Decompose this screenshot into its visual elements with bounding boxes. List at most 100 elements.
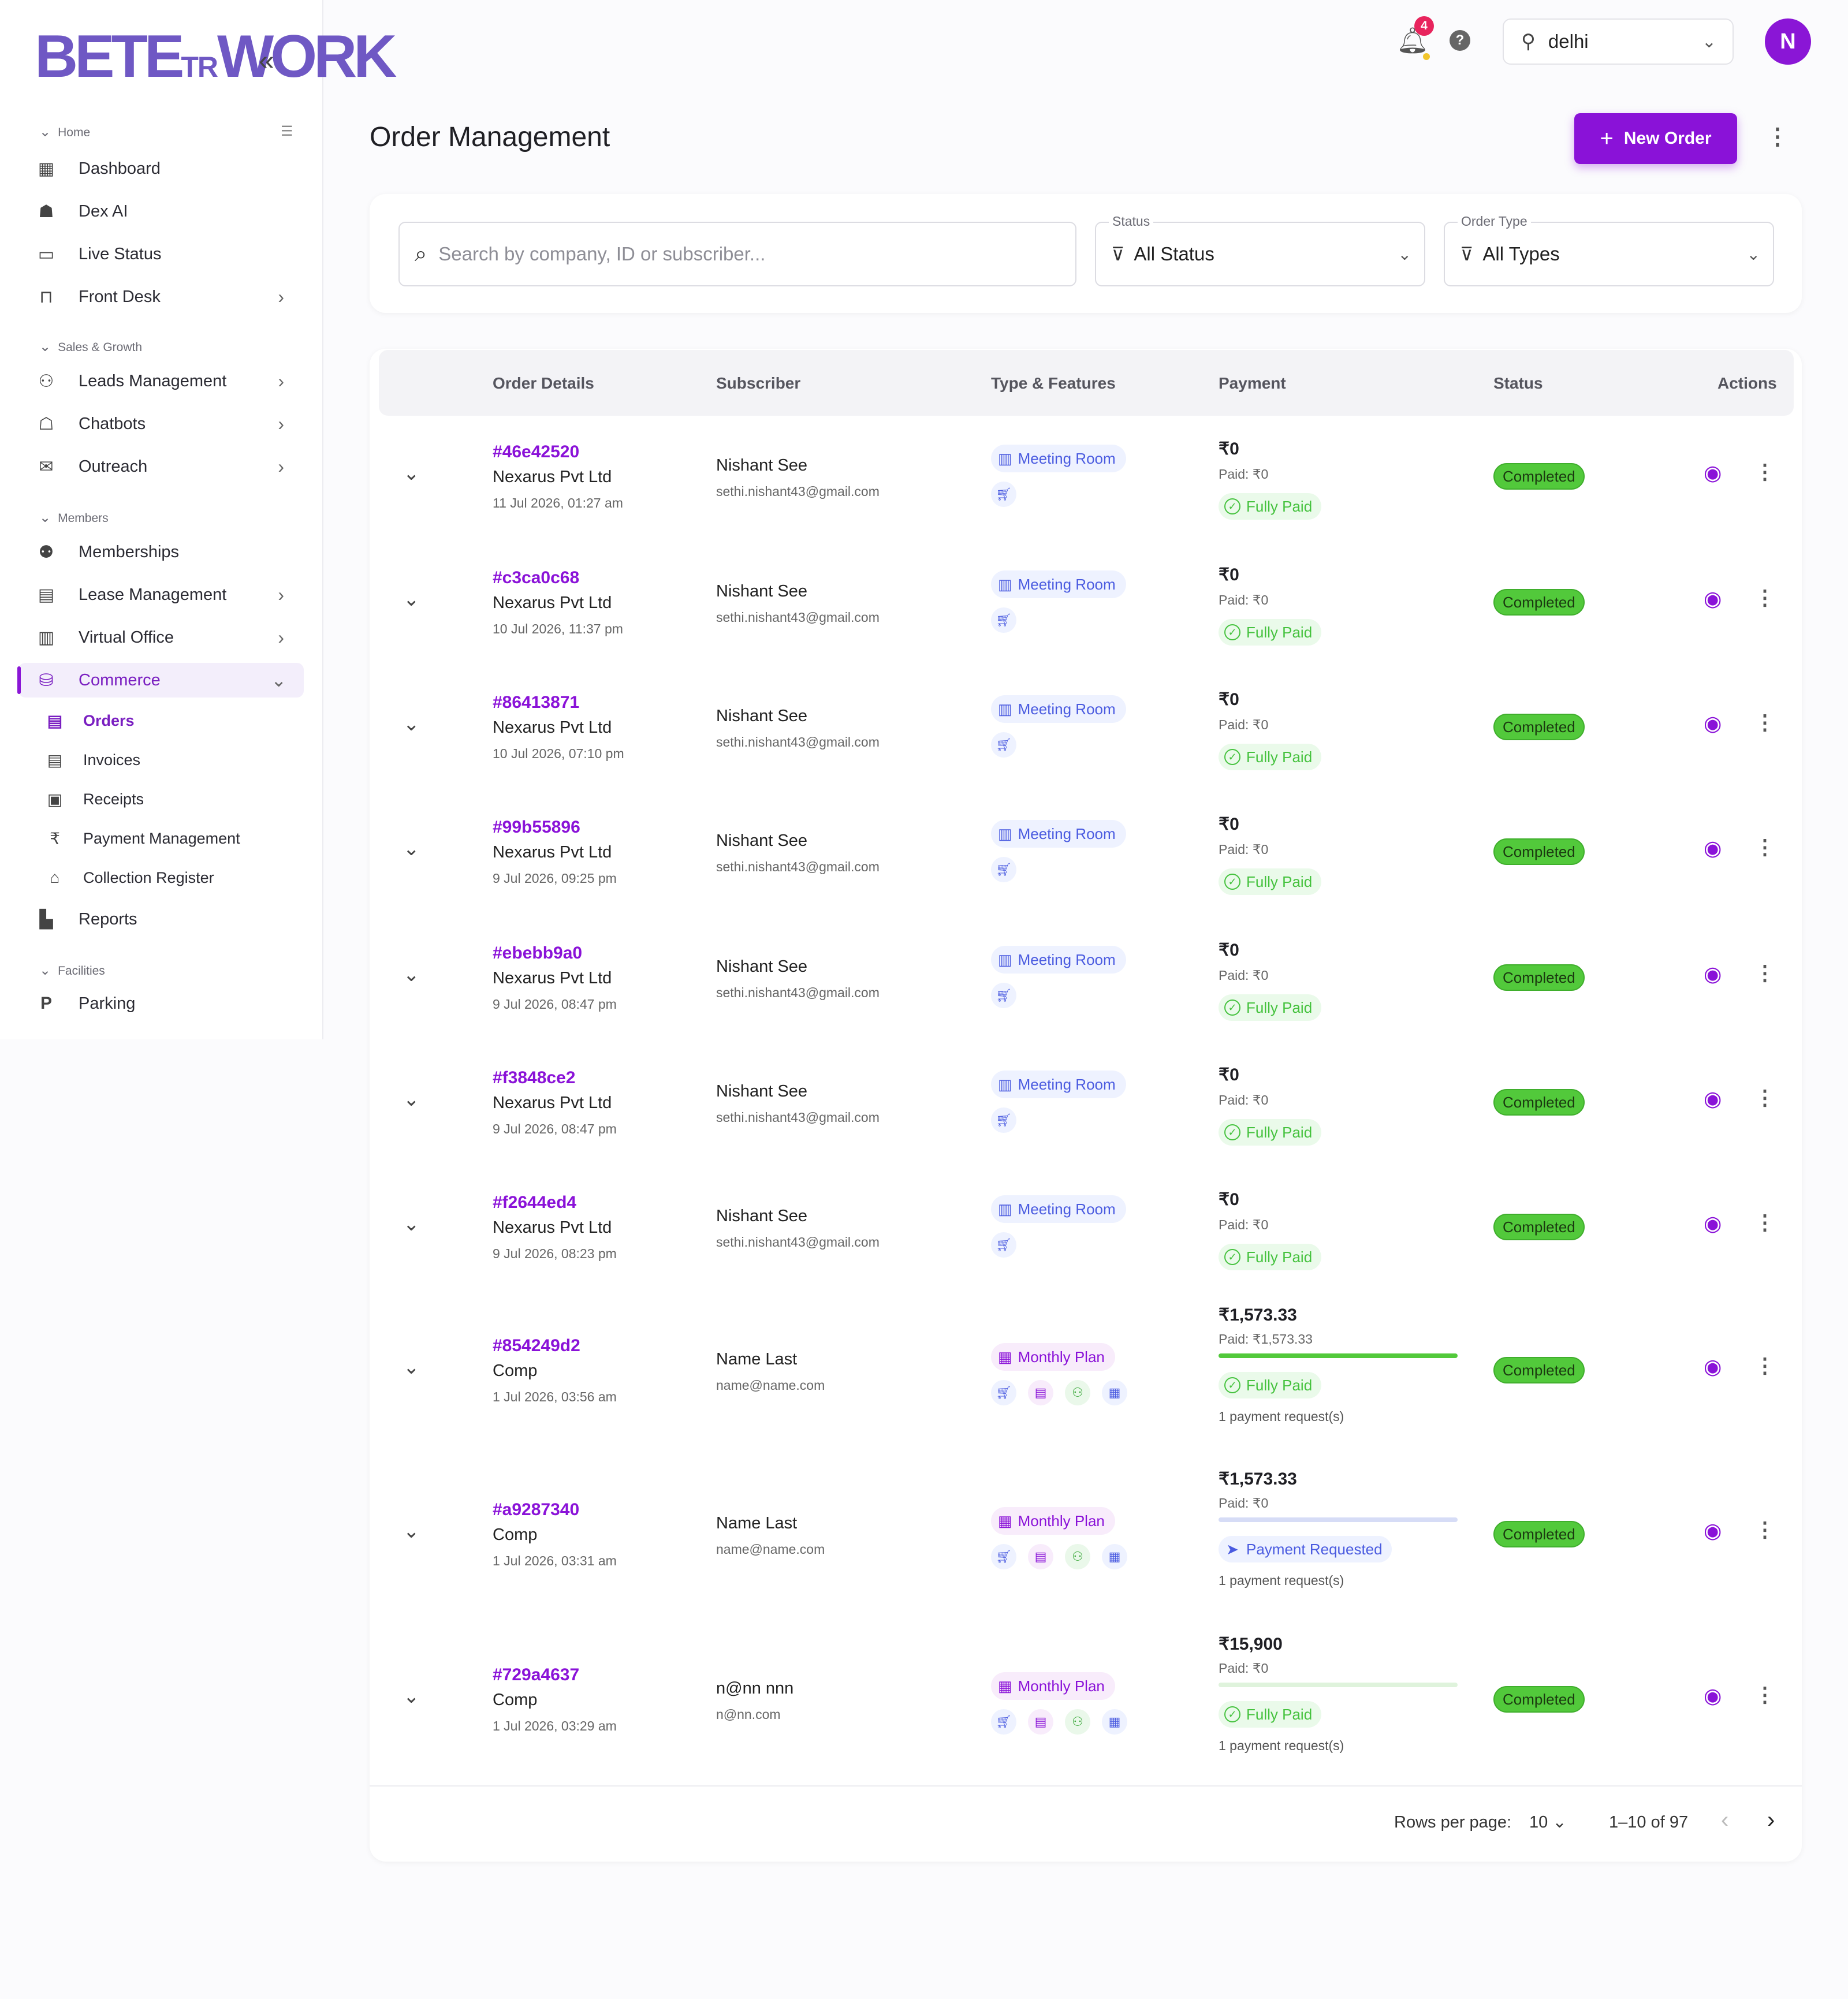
row-more-icon[interactable]: ⋮ [1754, 1353, 1775, 1377]
status-badge: Completed [1493, 714, 1585, 740]
expand-row-icon[interactable]: ⌄ [403, 588, 420, 610]
subscriber-email: name@name.com [716, 1378, 825, 1393]
order-id-link[interactable]: #854249d2 [493, 1336, 580, 1355]
user-avatar[interactable]: N [1765, 18, 1811, 65]
row-more-icon[interactable]: ⋮ [1754, 835, 1775, 859]
view-eye-icon[interactable]: ◉ [1704, 587, 1722, 610]
search-icon: ⌕ [415, 241, 427, 266]
cart-icon: 🛒︎ [991, 857, 1016, 882]
sidebar-item-lease[interactable]: ▤ Lease Management › [35, 577, 301, 612]
column-order-details[interactable]: Order Details [493, 374, 594, 392]
sidebar-subitem-collection-register[interactable]: ⌂ Collection Register [45, 861, 299, 894]
expand-row-icon[interactable]: ⌄ [403, 1356, 420, 1378]
sidebar-item-outreach[interactable]: ✉ Outreach › [35, 449, 301, 484]
view-eye-icon[interactable]: ◉ [1704, 1355, 1722, 1378]
paid-amount: Paid: ₹0 [1219, 1217, 1269, 1232]
column-payment[interactable]: Payment [1219, 374, 1286, 392]
order-type-filter-select[interactable]: Order Type ⊽ All Types ⌄ [1444, 214, 1774, 286]
sidebar-item-dex-ai[interactable]: ☗ Dex AI [35, 194, 301, 229]
view-eye-icon[interactable]: ◉ [1704, 711, 1722, 735]
expand-row-icon[interactable]: ⌄ [403, 838, 420, 860]
expand-row-icon[interactable]: ⌄ [403, 964, 420, 986]
order-date: 1 Jul 2026, 03:56 am [493, 1389, 617, 1404]
sidebar-item-memberships[interactable]: ⚉ Memberships [35, 535, 301, 569]
section-members[interactable]: Members [39, 509, 109, 526]
sidebar-item-reports[interactable]: ▙ Reports [35, 902, 301, 937]
order-id-link[interactable]: #46e42520 [493, 442, 580, 461]
section-sales-growth[interactable]: Sales & Growth [39, 338, 142, 355]
calendar-icon: ▦ [998, 1677, 1012, 1695]
sidebar-item-parking[interactable]: P Parking [35, 986, 301, 1021]
previous-page-button[interactable]: ‹ [1721, 1807, 1729, 1833]
status-filter-select[interactable]: Status ⊽ All Status ⌄ [1095, 214, 1425, 286]
sidebar-item-front-desk[interactable]: ⊓ Front Desk › [35, 279, 301, 314]
sidebar-item-live-status[interactable]: ▭ Live Status [35, 237, 301, 271]
order-company: Comp [493, 1362, 538, 1380]
paid-amount: Paid: ₹0 [1219, 1092, 1269, 1107]
brand-logo[interactable]: BETETRWORK [35, 23, 397, 90]
section-home[interactable]: Home [39, 124, 90, 140]
row-more-icon[interactable]: ⋮ [1754, 1683, 1775, 1706]
payment-progress-bar [1219, 1353, 1458, 1358]
order-id-link[interactable]: #86413871 [493, 693, 580, 712]
sidebar-item-chatbots[interactable]: ☖ Chatbots › [35, 406, 301, 441]
sidebar-item-commerce[interactable]: ⛁ Commerce ⌄ [17, 663, 304, 698]
cart-icon: 🛒︎ [991, 1380, 1016, 1405]
expand-row-icon[interactable]: ⌄ [403, 1213, 420, 1235]
order-id-link[interactable]: #f2644ed4 [493, 1193, 577, 1212]
sidebar-subitem-orders[interactable]: ▤ Orders [45, 704, 299, 737]
receipt-icon: ▣ [47, 790, 63, 808]
view-eye-icon[interactable]: ◉ [1704, 962, 1722, 986]
document-icon: ▤ [1028, 1380, 1053, 1405]
order-id-link[interactable]: #729a4637 [493, 1665, 580, 1684]
view-eye-icon[interactable]: ◉ [1704, 1684, 1722, 1707]
view-eye-icon[interactable]: ◉ [1704, 1519, 1722, 1542]
section-facilities[interactable]: Facilities [39, 962, 105, 979]
view-eye-icon[interactable]: ◉ [1704, 1087, 1722, 1110]
row-more-icon[interactable]: ⋮ [1754, 710, 1775, 734]
collapse-sidebar-icon[interactable]: « [259, 46, 274, 76]
expand-row-icon[interactable]: ⌄ [403, 1088, 420, 1110]
order-id-link[interactable]: #ebebb9a0 [493, 943, 583, 963]
view-eye-icon[interactable]: ◉ [1704, 461, 1722, 484]
order-id-link[interactable]: #f3848ce2 [493, 1068, 576, 1087]
sliders-icon[interactable]: ☰ [281, 124, 293, 139]
help-icon[interactable]: ? [1450, 30, 1470, 51]
cart-icon: 🛒︎ [991, 1232, 1016, 1258]
row-more-icon[interactable]: ⋮ [1754, 961, 1775, 984]
more-options-icon[interactable]: ⋮ [1766, 124, 1789, 150]
expand-row-icon[interactable]: ⌄ [403, 463, 420, 484]
view-eye-icon[interactable]: ◉ [1704, 1211, 1722, 1235]
people-icon: ⚇ [1065, 1544, 1090, 1569]
sidebar-item-virtual-office[interactable]: ▥ Virtual Office › [35, 620, 301, 655]
expand-row-icon[interactable]: ⌄ [403, 713, 420, 735]
rows-per-page-select[interactable]: 10 ⌄ [1529, 1813, 1567, 1832]
row-more-icon[interactable]: ⋮ [1754, 1517, 1775, 1541]
order-id-link[interactable]: #a9287340 [493, 1500, 580, 1519]
row-more-icon[interactable]: ⋮ [1754, 585, 1775, 609]
column-type-features[interactable]: Type & Features [991, 374, 1116, 392]
expand-row-icon[interactable]: ⌄ [403, 1685, 420, 1707]
row-more-icon[interactable]: ⋮ [1754, 1210, 1775, 1234]
new-order-button[interactable]: + New Order [1574, 113, 1737, 164]
column-subscriber[interactable]: Subscriber [716, 374, 801, 392]
type-badge: ▥ Meeting Room [991, 946, 1126, 974]
order-id-link[interactable]: #99b55896 [493, 818, 580, 837]
column-status[interactable]: Status [1493, 374, 1543, 392]
sidebar-subitem-invoices[interactable]: ▤ Invoices [45, 744, 299, 776]
next-page-button[interactable]: › [1767, 1807, 1775, 1833]
sidebar-item-dashboard[interactable]: ▦ Dashboard [35, 151, 301, 186]
expand-row-icon[interactable]: ⌄ [403, 1520, 420, 1542]
order-id-link[interactable]: #c3ca0c68 [493, 568, 580, 587]
check-circle-icon: ✓ [1224, 1249, 1240, 1265]
search-input[interactable]: ⌕ Search by company, ID or subscriber... [398, 222, 1076, 286]
sidebar-subitem-payment-management[interactable]: ₹ Payment Management [45, 822, 299, 855]
row-more-icon[interactable]: ⋮ [1754, 1086, 1775, 1109]
view-eye-icon[interactable]: ◉ [1704, 836, 1722, 860]
row-more-icon[interactable]: ⋮ [1754, 460, 1775, 483]
chevron-down-icon: ⌄ [1746, 245, 1760, 263]
sidebar-item-leads[interactable]: ⚇ Leads Management › [35, 364, 301, 398]
sidebar-subitem-receipts[interactable]: ▣ Receipts [45, 783, 299, 815]
location-select[interactable]: ⚲ delhi ⌄ [1503, 18, 1734, 65]
payment-status-badge: ✓ Fully Paid [1219, 1372, 1322, 1398]
